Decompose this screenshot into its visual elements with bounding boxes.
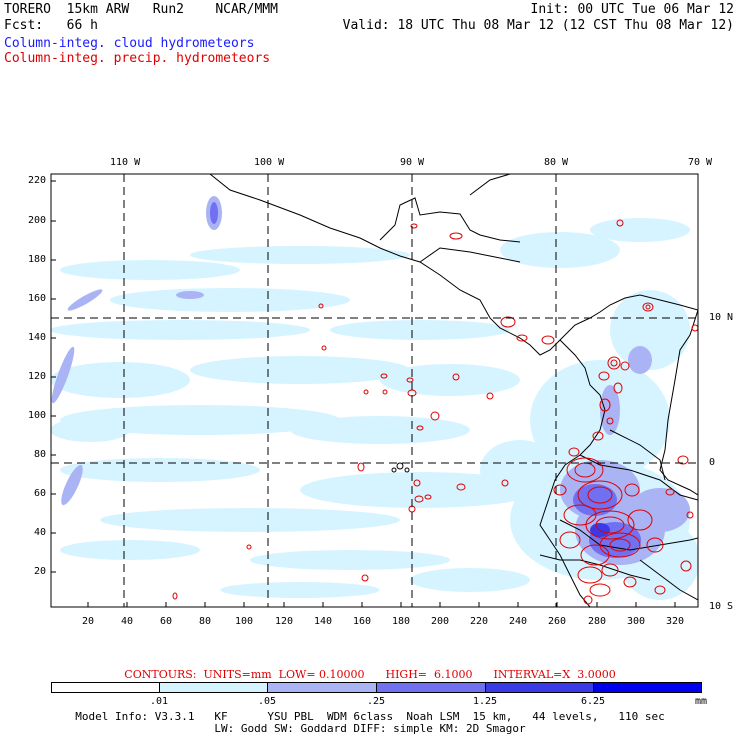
lat-label-10n: 10 N — [709, 312, 734, 323]
model-info-line1: Model Info: V3.3.1 KF YSU PBL WDM 6class… — [75, 710, 665, 723]
x-tick-label: 140 — [314, 616, 333, 627]
y-tick-label: 120 — [28, 371, 47, 382]
y-tick-label: 60 — [34, 488, 47, 499]
lon-label-90w: 90 W — [400, 157, 425, 168]
field-label-precip: Column-integ. precip. hydrometeors — [4, 51, 271, 66]
legend-swatch — [593, 682, 702, 693]
legend-swatch — [159, 682, 268, 693]
x-tick-label: 280 — [588, 616, 607, 627]
x-tick-label: 100 — [235, 616, 254, 627]
x-tick-label: 120 — [275, 616, 294, 627]
x-tick-label: 300 — [627, 616, 646, 627]
x-tick-label: 200 — [431, 616, 450, 627]
legend-swatch — [51, 682, 160, 693]
x-tick-label: 60 — [160, 616, 173, 627]
valid-time: Valid: 18 UTC Thu 08 Mar 12 (12 CST Thu … — [342, 18, 734, 33]
legend-label: .25 — [366, 696, 386, 707]
y-tick-label: 220 — [28, 175, 47, 186]
coastlines — [209, 174, 698, 607]
x-tick-label: 240 — [509, 616, 528, 627]
x-tick-label: 40 — [121, 616, 134, 627]
y-tick-label: 100 — [28, 410, 47, 421]
x-tick-label: 260 — [548, 616, 567, 627]
legend-label: 6.25 — [580, 696, 606, 707]
lat-label-10s: 10 S — [709, 601, 734, 612]
contours-info: CONTOURS: UNITS=mm LOW= 0.10000 HIGH= 6.… — [124, 668, 616, 681]
y-tick-label: 140 — [28, 332, 47, 343]
legend-label: 1.25 — [472, 696, 498, 707]
x-tick-label: 80 — [199, 616, 212, 627]
model-info-line2: LW: Godd SW: Goddard DIFF: simple KM: 2D… — [214, 722, 526, 735]
y-tick-label: 40 — [34, 527, 47, 538]
lon-label-80w: 80 W — [544, 157, 569, 168]
y-tick-label: 20 — [34, 566, 47, 577]
lat-label-0: 0 — [709, 457, 716, 468]
y-tick-label: 180 — [28, 254, 47, 265]
lat-lon-grid — [51, 174, 698, 607]
y-tick-label: 200 — [28, 215, 47, 226]
y-tick-label: 80 — [34, 449, 47, 460]
init-time: Init: 00 UTC Tue 06 Mar 12 — [530, 2, 735, 17]
precip-contours — [172, 219, 698, 605]
legend-label: .01 — [149, 696, 169, 707]
forecast-hour: Fcst: 66 h — [4, 18, 98, 33]
lon-label-70w: 70 W — [688, 157, 713, 168]
x-tick-label: 160 — [353, 616, 372, 627]
header-title: TORERO 15km ARW Run2 NCAR/MMM — [4, 2, 278, 17]
field-label-cloud: Column-integ. cloud hydrometeors — [4, 36, 255, 51]
legend-swatch — [267, 682, 377, 693]
lon-label-110w: 110 W — [110, 157, 141, 168]
legend-swatch — [485, 682, 594, 693]
axis-ticks — [51, 180, 676, 607]
legend-label: .05 — [257, 696, 277, 707]
x-tick-label: 220 — [470, 616, 489, 627]
y-tick-label: 160 — [28, 293, 47, 304]
x-tick-label: 180 — [392, 616, 411, 627]
x-tick-label: 20 — [82, 616, 95, 627]
map-frame — [50, 173, 699, 608]
x-tick-label: 320 — [666, 616, 685, 627]
legend-unit: mm — [694, 696, 708, 707]
lon-label-100w: 100 W — [254, 157, 285, 168]
galapagos-islands — [391, 462, 410, 473]
legend-swatch — [376, 682, 486, 693]
